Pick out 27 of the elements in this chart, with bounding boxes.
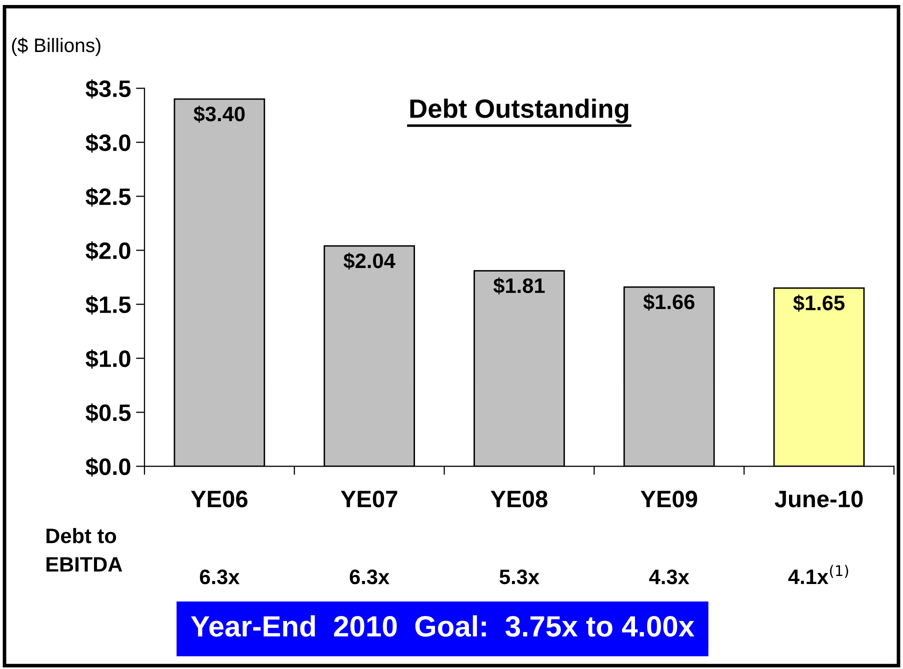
data-label: $1.66: [643, 294, 694, 311]
x-tick-label: June-10: [774, 490, 863, 508]
text: Debt to EBITDA: [46, 528, 122, 572]
x-tick-label: YE06: [190, 490, 248, 508]
text: 5.3x: [500, 570, 540, 584]
y-tick-label: $2.0: [86, 241, 130, 261]
x-tick-label: YE08: [490, 490, 548, 508]
data-label: $3.40: [194, 106, 245, 123]
text: 4.1x$^{(1)}$: [788, 564, 848, 584]
y-tick-label: $3.5: [86, 79, 131, 99]
y-tick-label: $1.0: [86, 349, 130, 369]
y-tick-label: $0.0: [86, 457, 130, 477]
y-tick-label: $2.5: [86, 187, 131, 207]
y-axis-title: ($ Billions): [12, 38, 100, 56]
text: 6.3x: [350, 570, 390, 584]
text: 6.3x: [200, 570, 240, 584]
data-label: $1.81: [493, 277, 545, 294]
x-tick-label: YE07: [340, 490, 398, 508]
y-tick-label: $3.0: [86, 133, 130, 153]
data-label: $1.65: [793, 294, 845, 312]
x-tick-label: YE09: [640, 490, 698, 508]
text: Year-End 2010 Goal: 3.75x to 4.00x: [190, 615, 694, 637]
y-tick-label: $1.5: [86, 295, 131, 315]
y-tick-label: $0.5: [86, 403, 131, 423]
data-label: $2.04: [344, 252, 396, 270]
text: 4.3x: [649, 570, 690, 584]
chart-title: Debt Outstanding: [410, 98, 628, 124]
